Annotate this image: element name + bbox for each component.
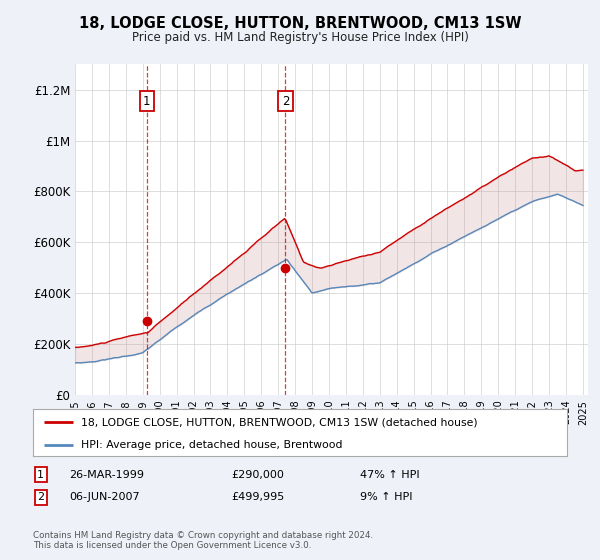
Text: 2: 2: [37, 492, 44, 502]
Text: HPI: Average price, detached house, Brentwood: HPI: Average price, detached house, Bren…: [81, 440, 343, 450]
Text: 06-JUN-2007: 06-JUN-2007: [69, 492, 140, 502]
Text: 9% ↑ HPI: 9% ↑ HPI: [360, 492, 413, 502]
Text: 47% ↑ HPI: 47% ↑ HPI: [360, 470, 419, 480]
Text: 18, LODGE CLOSE, HUTTON, BRENTWOOD, CM13 1SW (detached house): 18, LODGE CLOSE, HUTTON, BRENTWOOD, CM13…: [81, 417, 478, 427]
Text: 18, LODGE CLOSE, HUTTON, BRENTWOOD, CM13 1SW: 18, LODGE CLOSE, HUTTON, BRENTWOOD, CM13…: [79, 16, 521, 31]
Text: 1: 1: [143, 95, 151, 108]
Text: £290,000: £290,000: [231, 470, 284, 480]
Text: £499,995: £499,995: [231, 492, 284, 502]
Text: 26-MAR-1999: 26-MAR-1999: [69, 470, 144, 480]
Text: 2: 2: [281, 95, 289, 108]
Text: Contains HM Land Registry data © Crown copyright and database right 2024.
This d: Contains HM Land Registry data © Crown c…: [33, 531, 373, 550]
Text: Price paid vs. HM Land Registry's House Price Index (HPI): Price paid vs. HM Land Registry's House …: [131, 31, 469, 44]
Text: 1: 1: [37, 470, 44, 480]
